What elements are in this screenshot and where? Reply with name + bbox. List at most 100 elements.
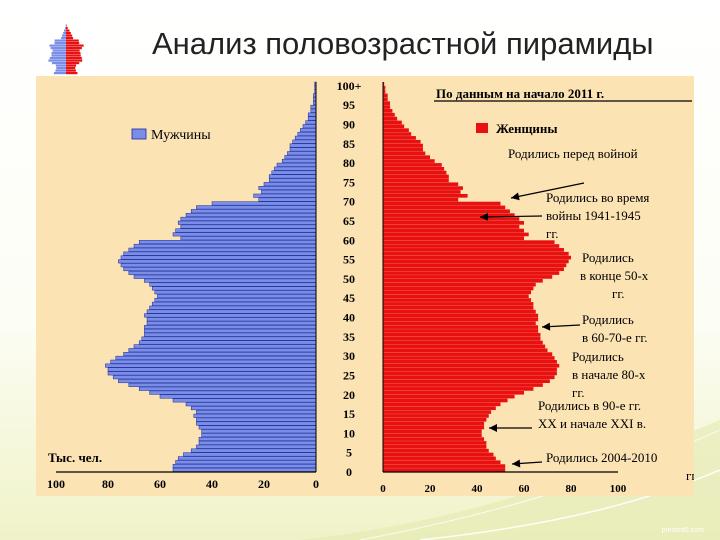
- slide-title: Анализ половозрастной пирамиды: [152, 26, 654, 61]
- thumb-female-bar: [66, 37, 74, 40]
- male-x-tick-label: 20: [258, 477, 270, 491]
- female-bar: [383, 417, 487, 422]
- male-bar: [302, 124, 317, 129]
- male-bar: [172, 232, 317, 237]
- male-bar: [211, 201, 317, 206]
- male-bar: [154, 290, 317, 295]
- male-bar: [183, 452, 317, 457]
- female-bar: [383, 93, 388, 98]
- female-bar: [383, 236, 524, 241]
- thumb-female-bar: [66, 29, 70, 32]
- female-bar: [383, 394, 515, 399]
- unit-label: Тыс. чел.: [48, 450, 102, 465]
- annotation-text: Родились 2004-2010: [546, 450, 657, 465]
- male-bar: [159, 394, 317, 399]
- thumb-male-bar: [51, 62, 66, 65]
- male-bar: [105, 363, 317, 368]
- female-bar: [383, 302, 534, 306]
- age-tick-label: 45: [343, 291, 355, 305]
- male-bar: [146, 317, 317, 322]
- male-bar: [133, 243, 317, 248]
- female-bar: [383, 143, 423, 148]
- female-bar: [383, 255, 571, 260]
- labels: 100+959085807570656055504540353025201510…: [47, 79, 694, 495]
- female-bar: [383, 190, 461, 194]
- female-bar: [383, 421, 485, 426]
- male-bar: [128, 382, 317, 387]
- annotation-arrow: [489, 424, 532, 432]
- female-bar: [383, 109, 393, 113]
- thumb-female-bar: [66, 27, 68, 30]
- female-bar: [383, 410, 492, 414]
- female-bar: [383, 263, 567, 268]
- female-bar: [383, 336, 541, 341]
- female-bar: [383, 414, 489, 418]
- female-bar: [383, 321, 536, 326]
- thumb-female-bar: [66, 54, 81, 57]
- annotation-text: войны 1941-1945: [546, 208, 641, 223]
- female-bar: [383, 201, 501, 206]
- female-bar: [383, 344, 546, 349]
- female-bar: [383, 348, 548, 353]
- thumb-female-bar: [66, 32, 71, 35]
- female-x-tick-label: 100: [610, 483, 627, 495]
- age-tick-label: 30: [343, 349, 355, 363]
- male-bar: [287, 151, 317, 156]
- female-bar: [383, 317, 539, 322]
- male-bar: [196, 421, 317, 426]
- female-bar: [383, 251, 569, 256]
- female-bar: [383, 282, 536, 287]
- female-bar: [383, 85, 386, 90]
- male-bar: [146, 309, 317, 314]
- female-bar: [383, 147, 423, 152]
- female-bar: [383, 166, 445, 171]
- male-bar: [196, 444, 317, 449]
- thumb-female-bar: [66, 69, 76, 72]
- age-tick-label: 80: [343, 156, 355, 170]
- female-bar: [383, 186, 463, 190]
- female-bar: [383, 139, 421, 144]
- male-bar: [307, 116, 317, 121]
- male-x-tick-label: 80: [102, 477, 114, 491]
- male-bar: [133, 274, 317, 279]
- female-bar: [383, 89, 386, 94]
- male-bar: [157, 294, 317, 299]
- age-tick-label: 40: [343, 311, 355, 325]
- legend-swatch-female: [476, 123, 488, 133]
- age-tick-label: 85: [343, 137, 355, 151]
- female-bar: [383, 460, 501, 465]
- female-bar: [383, 325, 539, 329]
- male-bar: [307, 112, 317, 117]
- female-bar: [383, 452, 494, 457]
- arrow-shaft: [479, 215, 543, 218]
- female-bar: [383, 240, 555, 244]
- male-bar: [175, 460, 317, 465]
- pyramid-thumbnail-icon: [38, 16, 94, 76]
- female-bar: [383, 244, 560, 248]
- arrow-head: [511, 192, 520, 201]
- age-tick-label: 5: [346, 446, 352, 460]
- watermark: present5.com: [661, 527, 704, 534]
- male-x-tick-label: 60: [154, 477, 166, 491]
- male-bar: [297, 131, 317, 136]
- thumb-female-bar: [66, 47, 82, 50]
- male-bar: [201, 433, 317, 438]
- female-bar: [383, 174, 449, 179]
- thumb-male-bar: [56, 67, 66, 70]
- thumb-female-bar: [66, 34, 73, 37]
- male-bar: [172, 398, 317, 403]
- thumb-female-bar: [66, 39, 79, 42]
- female-bar: [383, 155, 430, 160]
- pyramid-svg: 100+959085807570656055504540353025201510…: [47, 79, 694, 495]
- annotation-arrow: [541, 322, 581, 331]
- female-bar: [383, 309, 536, 314]
- annotation-text: Родились: [582, 312, 634, 327]
- female-bar: [383, 437, 485, 441]
- male-bar: [128, 247, 317, 252]
- female-bar: [383, 267, 564, 272]
- male-bar: [144, 325, 317, 329]
- thumb-female-bar: [66, 44, 84, 47]
- male-bar: [281, 158, 317, 163]
- age-tick-label: 55: [343, 253, 355, 267]
- male-bar: [118, 259, 317, 264]
